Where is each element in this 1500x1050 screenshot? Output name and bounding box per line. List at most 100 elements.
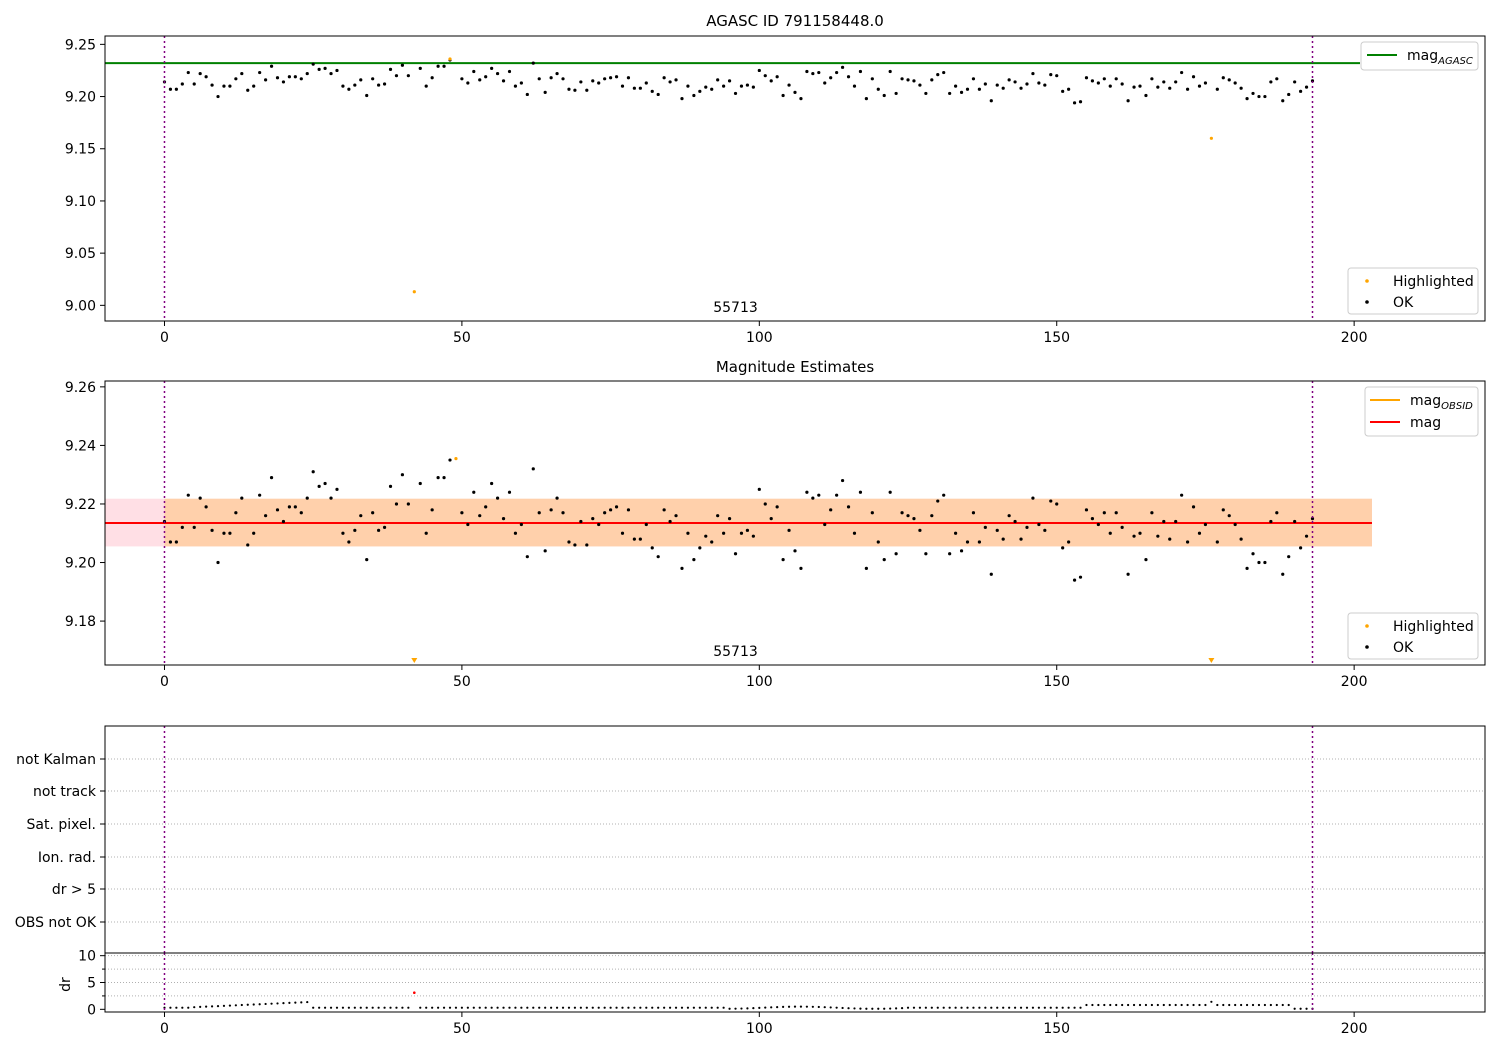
ok-point bbox=[246, 543, 250, 547]
ok-point bbox=[686, 84, 690, 88]
ok-point bbox=[763, 74, 767, 78]
ok-point bbox=[716, 78, 720, 82]
ok-point bbox=[852, 531, 857, 535]
flag-label: Sat. pixel. bbox=[27, 817, 96, 833]
ok-point bbox=[430, 508, 434, 512]
ok-point bbox=[632, 537, 636, 541]
ok-point bbox=[216, 560, 220, 565]
dr-point bbox=[288, 1001, 291, 1004]
dr-point bbox=[978, 1006, 981, 1009]
dr-point bbox=[663, 1006, 666, 1009]
ok-point bbox=[1310, 517, 1315, 521]
ok-point bbox=[1287, 92, 1291, 97]
dr-point bbox=[228, 1004, 232, 1007]
ok-point bbox=[519, 81, 523, 85]
ok-point bbox=[930, 514, 934, 518]
ok-point bbox=[614, 75, 619, 79]
dr-point bbox=[1257, 1003, 1261, 1007]
ok-point bbox=[781, 557, 785, 562]
dr-point bbox=[698, 1006, 701, 1009]
dr-point bbox=[442, 1006, 446, 1009]
ok-point bbox=[1013, 80, 1017, 84]
ok-point bbox=[252, 84, 256, 88]
ok-point bbox=[1203, 81, 1208, 85]
panel-dr: 0 50 100 150 200 0 5 10 dr bbox=[58, 949, 1485, 1037]
dr-point bbox=[746, 1007, 749, 1010]
ok-point bbox=[1132, 534, 1136, 538]
ok-point bbox=[275, 76, 280, 80]
dr-point bbox=[1079, 1006, 1082, 1009]
ok-point bbox=[1007, 78, 1011, 82]
ok-point bbox=[210, 528, 214, 532]
ok-point bbox=[1108, 84, 1112, 88]
ok-point bbox=[329, 71, 333, 76]
ok-point bbox=[1293, 519, 1297, 524]
ok-point bbox=[692, 93, 696, 98]
ok-point bbox=[341, 84, 345, 88]
ok-point bbox=[549, 76, 553, 80]
ok-point bbox=[365, 93, 369, 98]
ok-point bbox=[644, 81, 648, 85]
ok-point bbox=[775, 75, 779, 79]
ok-point bbox=[864, 566, 868, 570]
dr-point bbox=[645, 1006, 648, 1009]
ok-point bbox=[305, 71, 309, 76]
ok-point bbox=[579, 80, 583, 84]
ok-point bbox=[258, 493, 262, 497]
obs-annotation: 55713 bbox=[713, 644, 758, 660]
dr-point bbox=[787, 1005, 791, 1008]
ok-point bbox=[662, 76, 666, 80]
ok-point bbox=[799, 97, 803, 101]
dr-point bbox=[1192, 1003, 1195, 1007]
dr-point bbox=[502, 1006, 505, 1009]
dr-point bbox=[740, 1007, 743, 1010]
ok-point bbox=[418, 481, 422, 486]
ok-point bbox=[287, 505, 291, 509]
ok-point bbox=[323, 481, 327, 486]
ok-point bbox=[912, 517, 916, 521]
ok-point bbox=[180, 525, 184, 529]
ok-point bbox=[1144, 93, 1148, 98]
ok-point bbox=[710, 87, 714, 91]
ok-point bbox=[977, 540, 981, 544]
ok-point bbox=[1304, 85, 1309, 89]
ok-point bbox=[1197, 84, 1202, 88]
dr-point bbox=[936, 1006, 939, 1009]
ok-point bbox=[1263, 94, 1267, 99]
dr-point bbox=[193, 1006, 196, 1009]
ok-point bbox=[989, 99, 993, 103]
ok-point bbox=[543, 90, 547, 94]
ok-point bbox=[823, 81, 827, 85]
legend-subscript: AGASC bbox=[1437, 56, 1473, 67]
ok-point bbox=[799, 566, 803, 570]
ok-point bbox=[1281, 99, 1285, 103]
ok-point bbox=[716, 514, 720, 518]
ok-point bbox=[1114, 511, 1118, 515]
ok-point bbox=[829, 508, 833, 512]
ok-point bbox=[876, 87, 880, 91]
ok-point bbox=[174, 87, 178, 91]
dr-point bbox=[478, 1006, 481, 1009]
dr-point bbox=[567, 1006, 571, 1009]
ok-point bbox=[1078, 575, 1083, 579]
ok-point bbox=[371, 511, 375, 515]
dr-point bbox=[538, 1006, 541, 1009]
dr-point bbox=[1210, 1000, 1213, 1003]
ok-point bbox=[989, 572, 993, 576]
dr-point bbox=[1121, 1003, 1124, 1007]
dr-point bbox=[544, 1006, 547, 1009]
dr-point bbox=[526, 1006, 529, 1009]
ok-point bbox=[840, 478, 845, 483]
dr-point bbox=[425, 1006, 428, 1009]
dr-point bbox=[1055, 1006, 1058, 1009]
ok-point bbox=[733, 91, 738, 96]
ok-point bbox=[954, 84, 958, 88]
ok-point bbox=[293, 75, 297, 79]
ok-point bbox=[472, 490, 476, 494]
ok-point bbox=[204, 505, 208, 509]
dr-point bbox=[597, 1006, 600, 1009]
ok-point bbox=[930, 78, 934, 82]
ok-point bbox=[1203, 522, 1208, 527]
ok-point bbox=[1144, 557, 1148, 562]
